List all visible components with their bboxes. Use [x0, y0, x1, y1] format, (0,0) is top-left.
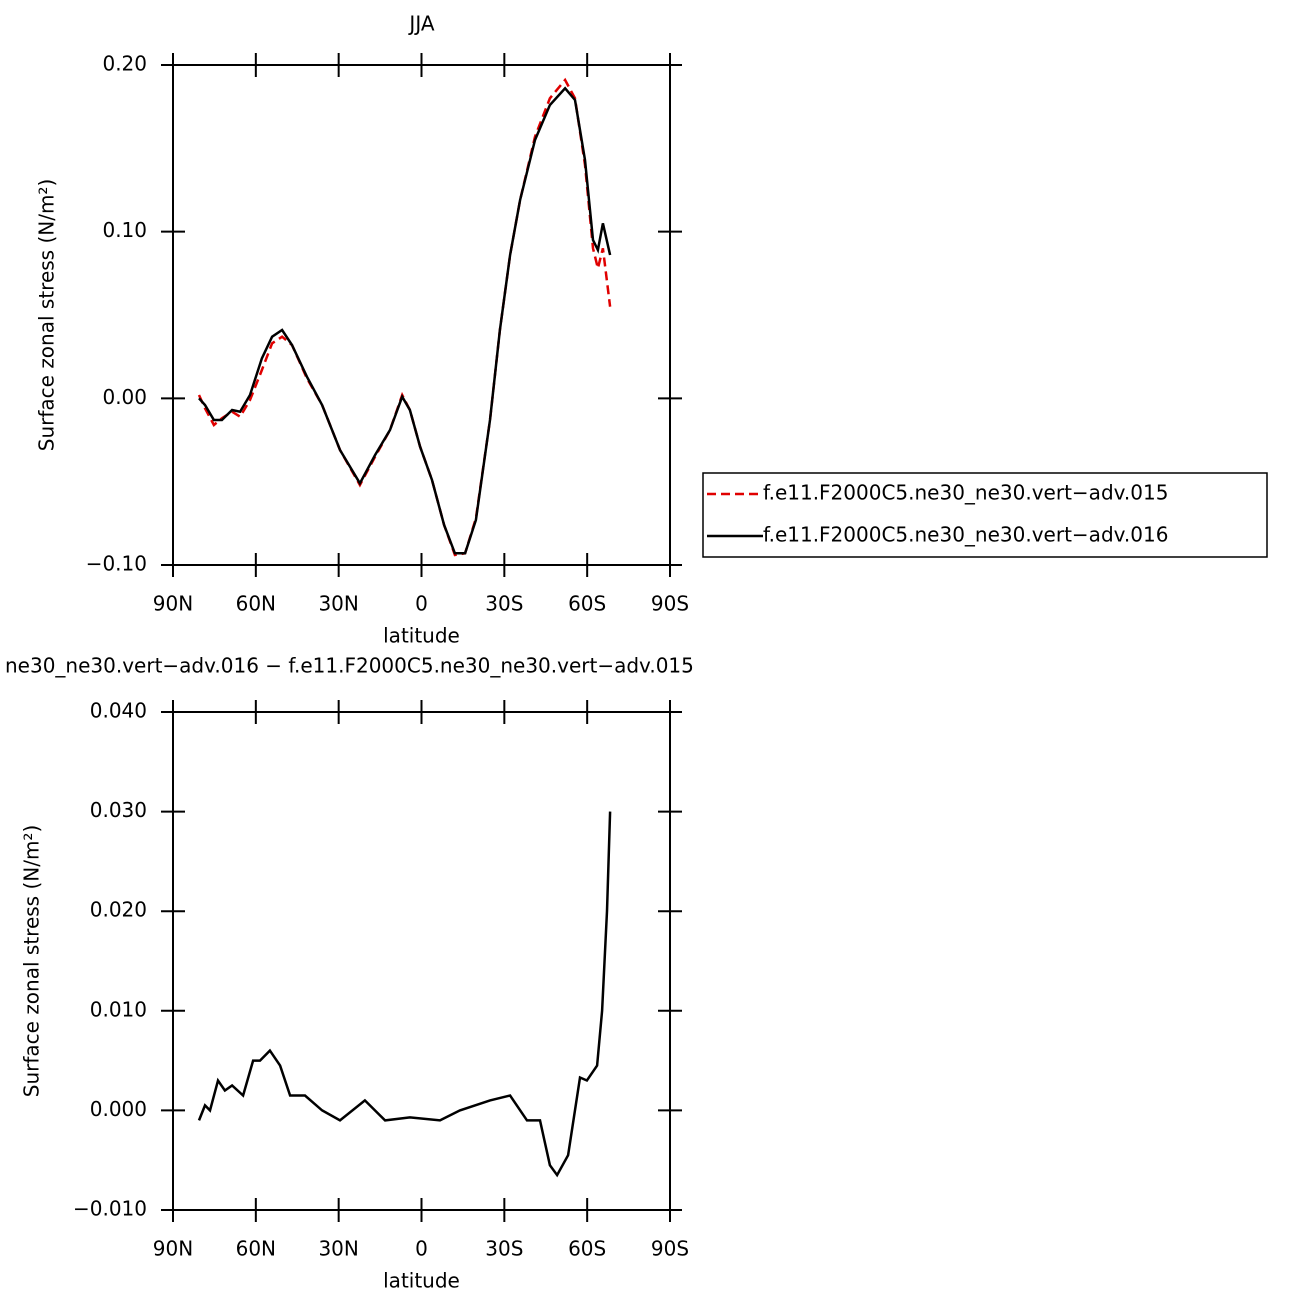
y-tick-label: 0.10: [102, 218, 147, 242]
x-tick-label: 0: [415, 592, 428, 616]
data-line: [198, 86, 612, 555]
x-tick-label: 30S: [485, 1237, 523, 1261]
x-axis-label: latitude: [383, 1269, 460, 1293]
x-axis-label: latitude: [383, 624, 460, 648]
x-tick-label: 30N: [318, 1237, 358, 1261]
x-tick-label: 90N: [153, 592, 193, 616]
x-tick-label: 60N: [236, 1237, 276, 1261]
legend-label: f.e11.F2000C5.ne30_ne30.vert−adv.015: [763, 481, 1168, 505]
y-tick-label: 0.010: [90, 997, 147, 1021]
x-tick-label: 90S: [651, 592, 689, 616]
y-axis-label: Surface zonal stress (N/m²): [35, 179, 59, 451]
y-tick-label: 0.020: [90, 898, 147, 922]
x-tick-label: 60S: [568, 592, 606, 616]
y-axis-label: Surface zonal stress (N/m²): [20, 825, 44, 1097]
x-tick-label: 60N: [236, 592, 276, 616]
chart-title: JJA: [407, 12, 434, 36]
x-tick-label: 90S: [651, 1237, 689, 1261]
legend-label: f.e11.F2000C5.ne30_ne30.vert−adv.016: [763, 523, 1168, 547]
x-tick-label: 30S: [485, 592, 523, 616]
data-line: [197, 77, 612, 557]
y-tick-label: 0.20: [102, 52, 147, 76]
chart-title: ne30_ne30.vert−adv.016 − f.e11.F2000C5.n…: [5, 654, 694, 678]
plot-frame: [172, 711, 671, 1211]
legend-box: [702, 472, 1268, 558]
x-tick-label: 30N: [318, 592, 358, 616]
y-tick-label: 0.030: [90, 798, 147, 822]
x-tick-label: 60S: [568, 1237, 606, 1261]
y-tick-label: 0.000: [90, 1097, 147, 1121]
x-tick-label: 0: [415, 1237, 428, 1261]
y-tick-label: 0.040: [90, 699, 147, 723]
x-tick-label: 90N: [153, 1237, 193, 1261]
data-line: [197, 811, 612, 1178]
y-tick-label: −0.10: [86, 552, 147, 576]
plot-frame: [172, 64, 671, 566]
y-tick-label: −0.010: [73, 1197, 147, 1221]
y-tick-label: 0.00: [102, 385, 147, 409]
